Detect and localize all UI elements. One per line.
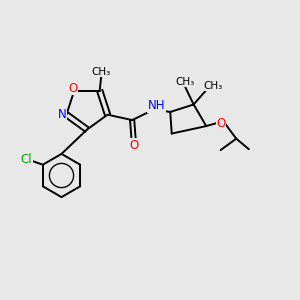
Text: O: O (68, 82, 77, 94)
Text: O: O (216, 117, 226, 130)
Text: CH₃: CH₃ (203, 81, 223, 91)
Text: Cl: Cl (20, 153, 32, 166)
Text: O: O (129, 139, 138, 152)
Text: N: N (58, 108, 66, 121)
Text: NH: NH (148, 100, 166, 112)
Text: CH₃: CH₃ (175, 77, 194, 87)
Text: CH₃: CH₃ (92, 67, 111, 77)
